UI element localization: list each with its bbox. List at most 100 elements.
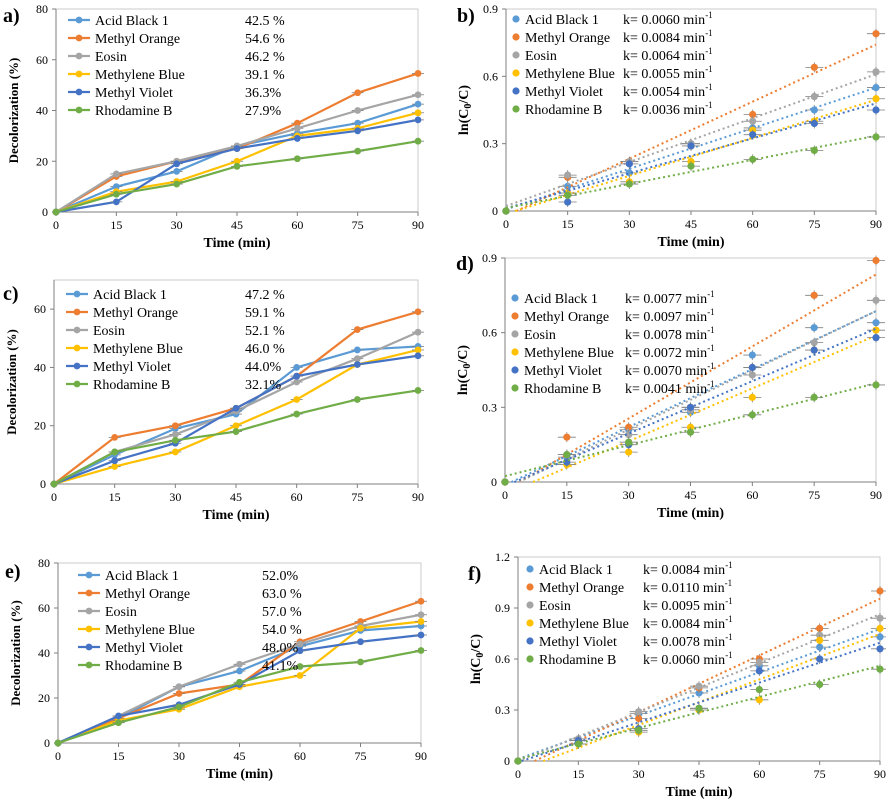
- x-tick-label: 0: [55, 749, 61, 763]
- legend-marker: [75, 106, 83, 114]
- data-point: [293, 124, 301, 132]
- x-tick-label: 30: [171, 218, 183, 232]
- legend-name: Rhodamine B: [93, 378, 170, 393]
- data-point: [695, 682, 703, 690]
- legend-name: Methylene Blue: [524, 346, 614, 361]
- trend-line: [534, 597, 881, 762]
- series-rhodamine-b: [501, 379, 885, 486]
- data-point: [414, 91, 422, 99]
- legend-name: Methyl Orange: [105, 587, 190, 602]
- series-rhodamine-b: [502, 131, 885, 215]
- legend-marker: [75, 16, 83, 24]
- legend-value: k= 0.0097 min-1: [625, 307, 715, 325]
- legend-marker: [511, 294, 519, 302]
- y-tick-label: 60: [34, 302, 46, 316]
- data-point: [574, 740, 582, 748]
- legend-marker: [512, 51, 520, 59]
- data-point: [357, 658, 364, 666]
- legend: Acid Black 1 k= 0.0060 min-1 Methyl Orange…: [512, 10, 713, 118]
- data-point: [872, 30, 880, 38]
- legend-value: 59.1 %: [245, 306, 285, 321]
- legend: Acid Black 1 42.5 % Methyl Orange 54.6 % Eos…: [68, 14, 285, 119]
- legend-name: Acid Black 1: [95, 14, 169, 29]
- y-tick-label: 0.9: [482, 251, 497, 265]
- data-point: [810, 92, 818, 101]
- legend-value: 47.2 %: [245, 288, 285, 303]
- data-point: [354, 127, 362, 135]
- y-tick-label: 0: [40, 477, 46, 491]
- data-point: [872, 334, 880, 342]
- data-point: [354, 89, 362, 97]
- data-point: [417, 618, 425, 625]
- x-tick-label: 15: [113, 749, 125, 763]
- data-point: [816, 636, 824, 644]
- data-point: [236, 667, 243, 675]
- legend-value: 41.1%: [262, 659, 299, 674]
- legend-value: 48.0%: [262, 641, 299, 656]
- x-tick-label: 45: [234, 749, 246, 763]
- data-point: [687, 142, 695, 150]
- data-point: [52, 208, 60, 216]
- series-eosin: [502, 66, 885, 215]
- data-point: [635, 714, 643, 723]
- x-tick-label: 45: [231, 218, 243, 232]
- legend-value: 44.0%: [245, 360, 282, 375]
- data-point: [173, 160, 181, 168]
- legend-marker: [75, 52, 83, 60]
- legend-name: Rhodamine B: [525, 103, 602, 118]
- y-tick-label: 0.3: [482, 400, 497, 414]
- legend-marker: [85, 607, 93, 615]
- data-point: [232, 422, 240, 430]
- data-point: [502, 207, 510, 215]
- x-axis-title: Time (min): [657, 506, 724, 521]
- legend-name: Rhodamine B: [524, 382, 601, 397]
- data-point: [115, 712, 122, 720]
- x-tick-label: 45: [685, 217, 697, 231]
- legend-marker: [511, 330, 519, 338]
- data-point: [293, 364, 301, 371]
- data-point: [810, 106, 818, 114]
- data-point: [755, 667, 763, 675]
- data-point: [563, 451, 571, 459]
- x-tick-label: 75: [808, 488, 820, 502]
- data-point: [171, 436, 179, 444]
- data-point: [293, 410, 301, 418]
- data-point: [810, 63, 818, 71]
- x-axis-title: Time (min): [665, 785, 732, 800]
- panel-label: d): [456, 253, 474, 275]
- y-tick-label: 0.6: [483, 69, 498, 83]
- legend-value: k= 0.0095 min-1: [643, 596, 733, 614]
- legend: Acid Black 1 k= 0.0084 min-1 Methyl Orange…: [526, 560, 733, 668]
- data-point: [810, 119, 818, 128]
- data-point: [749, 110, 757, 119]
- legend-value: k= 0.0070 min-1: [625, 361, 715, 379]
- legend-name: Methyl Violet: [93, 360, 171, 375]
- legend-marker: [511, 348, 519, 356]
- series-rhodamine-b: [514, 664, 886, 765]
- legend-value: 54.0 %: [262, 623, 302, 638]
- data-point: [353, 346, 361, 354]
- x-tick-label: 30: [173, 749, 185, 763]
- legend-name: Rhodamine B: [539, 653, 616, 668]
- x-tick-label: 0: [515, 767, 521, 781]
- data-point: [233, 157, 241, 165]
- series-methylene-blue: [52, 109, 424, 216]
- legend-marker: [73, 344, 81, 352]
- data-point: [50, 480, 58, 488]
- legend-name: Acid Black 1: [93, 288, 167, 303]
- data-point: [414, 352, 422, 360]
- legend-marker: [526, 583, 534, 591]
- x-tick-label: 15: [110, 218, 122, 232]
- legend-name: Methylene Blue: [525, 67, 615, 82]
- y-tick-label: 0: [491, 475, 497, 489]
- y-axis-title: Decolorization (%): [8, 600, 23, 706]
- data-point: [354, 147, 362, 155]
- legend-value: k= 0.0064 min-1: [623, 46, 713, 64]
- x-tick-label: 15: [572, 767, 584, 781]
- data-point: [816, 655, 824, 663]
- data-point: [171, 422, 179, 430]
- legend-name: Eosin: [524, 328, 556, 343]
- data-point: [872, 106, 880, 114]
- y-axis-title: Decolorization (%): [4, 329, 19, 435]
- data-point: [810, 339, 818, 347]
